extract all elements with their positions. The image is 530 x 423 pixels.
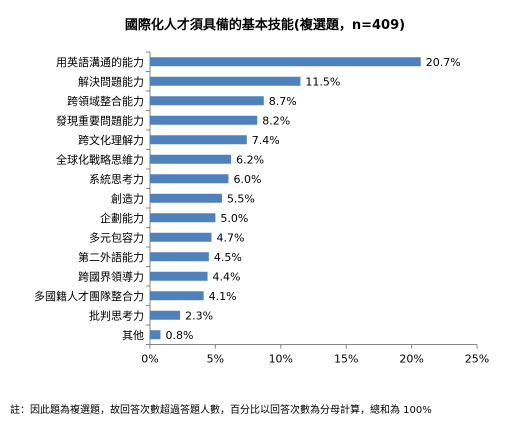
bar bbox=[150, 96, 264, 106]
data-label: 2.3% bbox=[185, 309, 213, 322]
category-label: 跨文化理解力 bbox=[78, 133, 144, 147]
bar bbox=[150, 193, 222, 203]
bar bbox=[150, 330, 161, 340]
category-label: 創造力 bbox=[111, 191, 144, 205]
category-label: 發現重要問題能力 bbox=[56, 113, 144, 127]
data-label: 5.5% bbox=[227, 192, 255, 205]
data-label: 11.5% bbox=[305, 75, 340, 88]
bar bbox=[150, 291, 204, 301]
category-label: 多元包容力 bbox=[89, 230, 144, 244]
data-label: 8.7% bbox=[269, 95, 297, 108]
data-label: 6.2% bbox=[236, 153, 264, 166]
bar bbox=[150, 310, 181, 320]
data-label: 4.7% bbox=[216, 231, 244, 244]
bar bbox=[150, 135, 247, 145]
data-label: 4.1% bbox=[209, 290, 237, 303]
bar bbox=[150, 232, 212, 242]
category-label: 跨領域整合能力 bbox=[67, 94, 144, 108]
x-tick-label: 5% bbox=[207, 353, 224, 366]
bar bbox=[150, 271, 208, 281]
category-label: 多國籍人才團隊整合力 bbox=[34, 289, 144, 303]
category-label: 全球化戰略思維力 bbox=[56, 152, 144, 166]
chart-footnote: 註：因此題為複選題，故回答次數超過答題人數，百分比以回答次數為分母計算，總和為 … bbox=[10, 405, 432, 416]
category-label: 系統思考力 bbox=[89, 172, 144, 186]
bar bbox=[150, 57, 421, 67]
x-tick-label: 10% bbox=[269, 353, 293, 366]
bar bbox=[150, 76, 301, 86]
data-label: 6.0% bbox=[233, 173, 261, 186]
x-tick-label: 25% bbox=[465, 353, 489, 366]
chart-frame: 國際化人才須具備的基本技能(複選題，n=409) 0% 5% 10% 15% 20% 25… bbox=[34, 18, 489, 366]
bar bbox=[150, 115, 258, 125]
bar bbox=[150, 252, 209, 262]
data-label: 20.7% bbox=[426, 56, 461, 69]
x-tick-label: 0% bbox=[141, 353, 158, 366]
category-label: 跨國界領導力 bbox=[78, 269, 144, 283]
x-tick-label: 15% bbox=[334, 353, 358, 366]
data-label: 0.8% bbox=[165, 329, 193, 342]
chart-title: 國際化人才須具備的基本技能(複選題，n=409) bbox=[124, 18, 406, 33]
data-label: 5.0% bbox=[220, 212, 248, 225]
category-label: 批判思考力 bbox=[89, 308, 144, 322]
x-tick-label: 20% bbox=[399, 353, 423, 366]
category-label: 第二外語能力 bbox=[78, 250, 144, 264]
bar bbox=[150, 154, 232, 164]
category-label: 企劃能力 bbox=[100, 211, 144, 225]
category-label: 用英語溝通的能力 bbox=[56, 55, 144, 69]
data-label: 4.4% bbox=[213, 270, 241, 283]
data-label: 8.2% bbox=[262, 114, 290, 127]
data-label: 7.4% bbox=[252, 134, 280, 147]
bar bbox=[150, 174, 229, 184]
category-label: 解決問題能力 bbox=[78, 74, 144, 88]
category-label: 其他 bbox=[122, 329, 144, 342]
data-label: 4.5% bbox=[214, 251, 242, 264]
bar-chart: 0% 5% 10% 15% 20% 25% 用英語溝通的能力 20.7% 解決問題能力 11.5%… bbox=[34, 51, 489, 366]
bar bbox=[150, 213, 216, 223]
